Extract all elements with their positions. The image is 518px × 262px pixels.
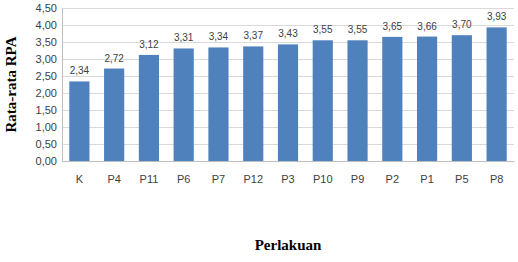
data-label: 3,12 <box>139 39 159 50</box>
data-label: 3,66 <box>417 21 437 32</box>
bar <box>417 37 437 161</box>
x-tick-label: P11 <box>140 173 159 185</box>
grid-line <box>62 25 514 26</box>
y-tick-label: 0,50 <box>36 138 57 150</box>
x-tick-label: K <box>76 173 84 185</box>
x-tick-label: P7 <box>212 173 225 185</box>
data-label: 3,55 <box>313 24 333 35</box>
bar <box>69 81 89 161</box>
bar <box>278 44 298 161</box>
bar <box>174 48 194 161</box>
y-tick-label: 3,50 <box>36 36 57 48</box>
x-tick-label: P5 <box>455 173 468 185</box>
data-label: 2,34 <box>70 65 90 76</box>
y-tick: 4,00 <box>36 19 62 31</box>
y-tick: 0,00 <box>36 155 62 167</box>
y-tick: 1,50 <box>36 104 62 116</box>
y-tick-label: 0,00 <box>36 155 57 167</box>
y-tick: 2,50 <box>36 70 62 82</box>
y-tick-label: 1,00 <box>36 121 57 133</box>
plot: 0,00 0,50 1,00 1,50 2,00 2,50 3,00 3,50 4,00 4,50… <box>36 2 515 185</box>
data-label: 2,72 <box>104 53 124 64</box>
x-tick-label: P8 <box>490 173 503 185</box>
x-axis-line <box>63 161 515 162</box>
x-tick-label: P9 <box>351 173 364 185</box>
grid <box>62 8 514 161</box>
data-label: 3,55 <box>348 24 368 35</box>
bars <box>69 27 506 161</box>
grid-line <box>62 8 514 9</box>
x-tick: P7 <box>212 161 225 185</box>
x-tick-label: P1 <box>420 173 433 185</box>
y-axis-line <box>62 9 63 162</box>
y-tick: 3,50 <box>36 36 62 48</box>
grid-line <box>62 42 514 43</box>
bar <box>104 69 124 161</box>
bar <box>139 55 159 161</box>
data-label: 3,31 <box>174 32 194 43</box>
data-label: 3,65 <box>383 21 403 32</box>
x-tick: P1 <box>420 161 433 185</box>
y-tick: 4,50 <box>36 2 62 14</box>
y-axis: 0,00 0,50 1,00 1,50 2,00 2,50 3,00 3,50 4,00 4,50 <box>36 2 63 167</box>
data-label: 3,70 <box>452 19 472 30</box>
y-axis-title: Rata-rata RPA <box>3 36 19 132</box>
x-tick: P2 <box>386 161 399 185</box>
y-tick-label: 2,50 <box>36 70 57 82</box>
y-tick-label: 2,00 <box>36 87 57 99</box>
data-label: 3,37 <box>243 30 263 41</box>
x-axis: K P4 P11 P6 P7 P12 P3 P10 P9 P2 P1 P5 P8 <box>63 161 515 185</box>
x-tick: P4 <box>107 161 120 185</box>
data-labels: 2,34 2,72 3,12 3,31 3,34 3,37 3,43 3,55 3,55 3,65… <box>70 11 507 76</box>
x-tick: P10 <box>313 161 333 185</box>
bar <box>347 40 367 161</box>
x-tick: P11 <box>140 161 159 185</box>
y-tick: 0,50 <box>36 138 62 150</box>
data-label: 3,34 <box>209 31 229 42</box>
x-tick: P9 <box>351 161 364 185</box>
bar <box>487 27 507 161</box>
chart: 0,00 0,50 1,00 1,50 2,00 2,50 3,00 3,50 4,00 4,50… <box>0 0 518 262</box>
x-tick-label: P4 <box>107 173 120 185</box>
bar <box>382 37 402 161</box>
x-tick: P3 <box>281 161 294 185</box>
data-label: 3,43 <box>278 28 298 39</box>
x-tick: P12 <box>243 161 263 185</box>
x-axis-title: Perlakuan <box>255 237 322 253</box>
bar <box>313 40 333 161</box>
x-tick: P6 <box>177 161 190 185</box>
data-label: 3,93 <box>487 11 507 22</box>
x-tick-label: P6 <box>177 173 190 185</box>
y-tick-label: 3,00 <box>36 53 57 65</box>
x-tick-label: P10 <box>313 173 333 185</box>
bar <box>208 47 228 161</box>
bar <box>452 35 472 161</box>
bar <box>243 46 263 161</box>
y-tick-label: 4,50 <box>36 2 57 14</box>
y-tick-label: 1,50 <box>36 104 57 116</box>
x-tick: P5 <box>455 161 468 185</box>
x-tick-label: P12 <box>243 173 263 185</box>
y-tick: 2,00 <box>36 87 62 99</box>
x-tick: K <box>76 161 84 185</box>
y-tick: 3,00 <box>36 53 62 65</box>
x-tick-label: P3 <box>281 173 294 185</box>
y-tick-label: 4,00 <box>36 19 57 31</box>
x-tick: P8 <box>490 161 503 185</box>
y-tick: 1,00 <box>36 121 62 133</box>
x-tick-label: P2 <box>386 173 399 185</box>
